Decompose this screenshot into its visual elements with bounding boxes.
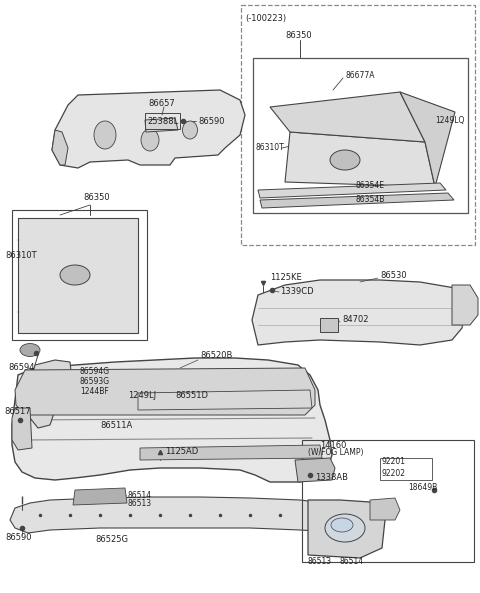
Text: 92201: 92201: [382, 458, 406, 467]
Polygon shape: [28, 360, 72, 428]
Text: 86514: 86514: [340, 557, 364, 566]
Text: 25388L: 25388L: [147, 116, 178, 126]
Polygon shape: [252, 280, 465, 345]
Text: 86517: 86517: [4, 407, 31, 416]
Text: 86354B: 86354B: [355, 196, 384, 205]
Bar: [302, 440, 474, 562]
Bar: [12, 210, 147, 340]
Polygon shape: [138, 390, 312, 410]
Polygon shape: [10, 497, 355, 533]
Polygon shape: [12, 358, 332, 482]
Text: 86594G: 86594G: [80, 368, 110, 377]
Text: 92202: 92202: [382, 468, 406, 477]
Polygon shape: [370, 498, 400, 520]
Ellipse shape: [94, 121, 116, 149]
Text: 1125AD: 1125AD: [165, 448, 198, 457]
Polygon shape: [52, 90, 245, 168]
Polygon shape: [270, 92, 425, 142]
Ellipse shape: [141, 129, 159, 151]
Text: 86657: 86657: [148, 98, 175, 107]
Ellipse shape: [182, 121, 197, 139]
Ellipse shape: [325, 514, 365, 542]
Polygon shape: [73, 488, 127, 505]
Text: 1249LJ: 1249LJ: [128, 391, 156, 400]
Bar: [145, 113, 180, 129]
Text: 86511A: 86511A: [100, 422, 132, 431]
Polygon shape: [12, 408, 32, 450]
Text: 86350: 86350: [83, 193, 109, 202]
Text: 1338AB: 1338AB: [315, 473, 348, 483]
Text: (-100223): (-100223): [245, 14, 286, 23]
Text: 86590: 86590: [198, 116, 225, 126]
Ellipse shape: [60, 265, 90, 285]
Text: 86677A: 86677A: [345, 71, 374, 79]
Text: 84702: 84702: [342, 315, 369, 324]
Text: 86594: 86594: [8, 364, 35, 372]
Text: 14160: 14160: [320, 441, 347, 449]
Polygon shape: [400, 92, 455, 187]
Text: 1125KE: 1125KE: [270, 273, 302, 282]
Polygon shape: [285, 132, 435, 187]
Ellipse shape: [20, 343, 40, 356]
Polygon shape: [145, 118, 178, 132]
Text: 86310T: 86310T: [5, 250, 36, 260]
Polygon shape: [140, 445, 322, 460]
Polygon shape: [15, 368, 315, 415]
Polygon shape: [452, 285, 478, 325]
Text: 86350: 86350: [285, 30, 312, 40]
Text: 1244BF: 1244BF: [80, 387, 109, 397]
Text: 1339CD: 1339CD: [280, 288, 313, 296]
Text: (W/FOG LAMP): (W/FOG LAMP): [308, 448, 363, 457]
Text: 86513: 86513: [308, 557, 332, 566]
Text: 1249LQ: 1249LQ: [435, 116, 464, 125]
Text: 86310T: 86310T: [256, 144, 285, 152]
Polygon shape: [52, 130, 68, 165]
Text: 86590: 86590: [5, 533, 32, 541]
Text: 86514: 86514: [128, 490, 152, 499]
Text: 86520B: 86520B: [200, 352, 232, 361]
Polygon shape: [260, 193, 454, 208]
Text: 86354E: 86354E: [355, 180, 384, 190]
Bar: [241, 5, 475, 245]
Polygon shape: [258, 183, 446, 198]
Text: 86525G: 86525G: [95, 535, 128, 544]
Text: 86593G: 86593G: [80, 378, 110, 387]
Bar: [320, 318, 338, 332]
Text: 86530: 86530: [380, 270, 407, 279]
Polygon shape: [18, 218, 138, 333]
Text: 86513: 86513: [128, 499, 152, 508]
Text: 18649B: 18649B: [408, 483, 437, 493]
Text: 86551D: 86551D: [175, 391, 208, 400]
Bar: [253, 58, 468, 213]
Polygon shape: [295, 458, 335, 482]
Ellipse shape: [330, 150, 360, 170]
Bar: [380, 458, 432, 480]
Ellipse shape: [331, 518, 353, 532]
Polygon shape: [308, 500, 385, 558]
